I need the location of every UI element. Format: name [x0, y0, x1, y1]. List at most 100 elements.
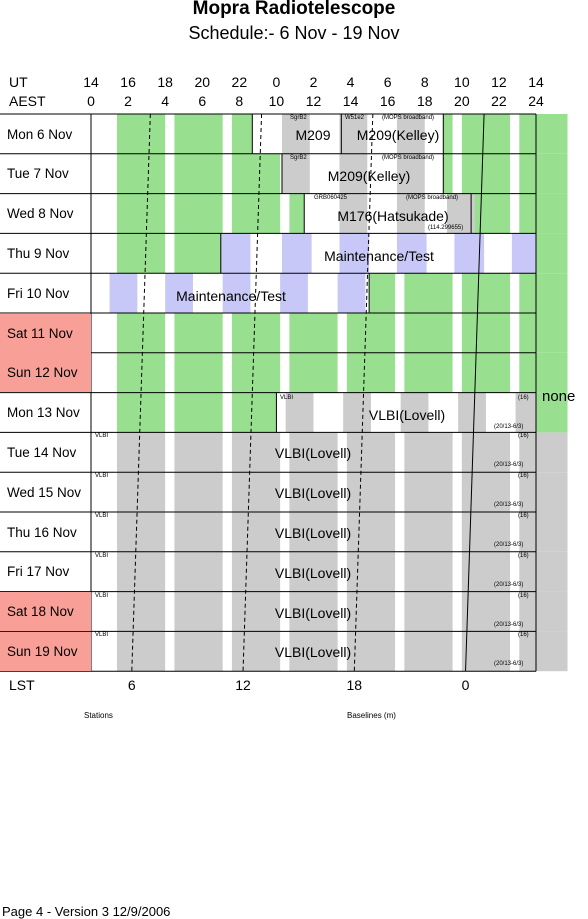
- day-label: Fri 10 Nov: [7, 285, 70, 301]
- observing-stripe: [396, 114, 425, 154]
- ut-hour-label: 20: [194, 74, 211, 90]
- vlbi-stations-label: (20/13-6/3): [494, 581, 524, 588]
- lst-stripe: [231, 631, 281, 672]
- lst-stripe: [519, 114, 568, 154]
- lst-stripe: [231, 551, 281, 592]
- lst-stripe: [116, 512, 166, 552]
- lst-stripe: [231, 512, 281, 552]
- lst-stripe: [404, 432, 453, 473]
- wed8-grb: GRB060425: [314, 195, 348, 201]
- aest-hour-label: 2: [124, 93, 132, 109]
- lst-stripe: [519, 631, 568, 672]
- lst-line: [465, 113, 485, 672]
- lst-stripe: [289, 512, 338, 552]
- lst-stripe: [174, 432, 223, 473]
- ut-hour-label: 14: [528, 74, 544, 90]
- vlbi-stations-label: (20/13-6/3): [494, 621, 524, 628]
- page-footer: Page 4 - Version 3 12/9/2006: [2, 904, 171, 919]
- vlbi-lovell-label: VLBI(Lovell): [274, 644, 352, 661]
- maintenance-stripe: [222, 273, 251, 313]
- ut-hour-label: 10: [454, 74, 470, 90]
- page-title: Mopra Radiotelescope: [192, 0, 396, 19]
- mon6-m209-short: M209: [295, 127, 331, 143]
- aest-hour-label: 24: [528, 93, 544, 109]
- lst-stripe: [231, 392, 281, 433]
- ut-hour-label: 4: [346, 74, 355, 90]
- lst-tick: 0: [461, 677, 470, 693]
- observing-stripe: [285, 392, 314, 433]
- day-label: Wed 8 Nov: [7, 206, 74, 222]
- lst-stripe: [116, 153, 166, 194]
- observing-stripe: [396, 153, 425, 194]
- lst-stripe: [174, 512, 223, 552]
- lst-stripe: [519, 352, 568, 393]
- day-label: Tue 7 Nov: [7, 166, 69, 182]
- lst-stripe: [174, 472, 223, 512]
- lst-stripe: [289, 432, 338, 473]
- day-label: Thu 16 Nov: [7, 524, 77, 540]
- lst-stripe: [174, 233, 223, 274]
- aest-label: AEST: [9, 93, 46, 109]
- lst-stripe: [174, 193, 223, 234]
- vlbi-stations-label: (20/13-6/3): [494, 542, 524, 548]
- day-label: Fri 17 Nov: [7, 564, 70, 580]
- page-subtitle: Schedule:- 6 Nov - 19 Nov: [188, 23, 400, 43]
- lst-stripe: [116, 313, 166, 353]
- observing-stripe: [339, 193, 368, 234]
- weekend-day-label: Sun 19 Nov: [0, 631, 91, 671]
- lst-stripe: [289, 313, 338, 353]
- aest-hour-label: 8: [235, 93, 244, 109]
- vlbi-small-label: VLBI: [95, 592, 109, 599]
- lst-stripe: [461, 551, 511, 592]
- lst-stripe: [461, 432, 511, 473]
- maintenance-stripe: [337, 273, 366, 313]
- lst-stripe: [404, 313, 453, 353]
- lst-stripe: [116, 551, 166, 592]
- lst-tick: 18: [346, 677, 363, 693]
- vlbi-small-label: VLBI: [95, 513, 109, 519]
- lst-stripe: [519, 432, 568, 473]
- lst-stripe: [231, 432, 281, 473]
- day-label: Mon 6 Nov: [7, 126, 73, 142]
- ut-hour-label: 18: [157, 74, 173, 90]
- lst-line: [131, 113, 151, 672]
- mon6-sgrb2: SgrB2: [290, 115, 307, 121]
- vlbi-lovell-label: VLBI(Lovell): [274, 525, 352, 541]
- observing-stripe: [339, 114, 368, 154]
- ut-hour-label: 8: [420, 74, 429, 90]
- day-label: Tue 14 Nov: [7, 444, 77, 460]
- mon13-vlbi-lovell: VLBI(Lovell): [368, 407, 446, 423]
- maintenance-stripe: [109, 273, 138, 313]
- mon6-m209-kelley: M209(Kelley): [356, 127, 440, 143]
- stations-caption: Stations: [84, 711, 113, 720]
- lst-stripe: [461, 313, 511, 353]
- ut-hour-label: 16: [120, 74, 136, 90]
- maintenance-stripe: [511, 233, 536, 274]
- lst-line: [353, 113, 374, 672]
- lst-stripe: [289, 551, 338, 592]
- lst-stripe: [461, 352, 511, 393]
- maintenance-stripe: [165, 273, 193, 313]
- lst-stripe: [461, 591, 511, 632]
- lst-label: LST: [9, 677, 35, 693]
- thu9-maintenance: Maintenance/Test: [324, 248, 434, 264]
- lst-tick: 12: [235, 677, 251, 693]
- maintenance-stripe: [339, 233, 370, 274]
- lst-stripe: [346, 352, 396, 393]
- lst-stripe: [461, 472, 511, 512]
- lst-stripe: [461, 273, 511, 313]
- lst-stripe: [231, 313, 281, 353]
- mon13-stations: (20/13-6/3): [494, 424, 524, 430]
- lst-stripe: [461, 631, 511, 672]
- mon13-16: (16): [518, 395, 529, 401]
- ut-hour-label: 12: [491, 74, 507, 90]
- lst-stripe: [116, 472, 166, 512]
- vlbi-small-label: VLBI: [95, 473, 109, 480]
- vlbi-lovell-label: VLBI(Lovell): [274, 485, 352, 502]
- lst-stripe: [231, 472, 281, 512]
- wed8-mops: (MOPS broadband): [406, 195, 459, 201]
- lst-stripe: [116, 114, 166, 154]
- tue7-m209-kelley: M209(Kelley): [327, 168, 411, 184]
- lst-stripe: [346, 512, 396, 552]
- vlbi-lovell-label: VLBI(Lovell): [274, 604, 352, 621]
